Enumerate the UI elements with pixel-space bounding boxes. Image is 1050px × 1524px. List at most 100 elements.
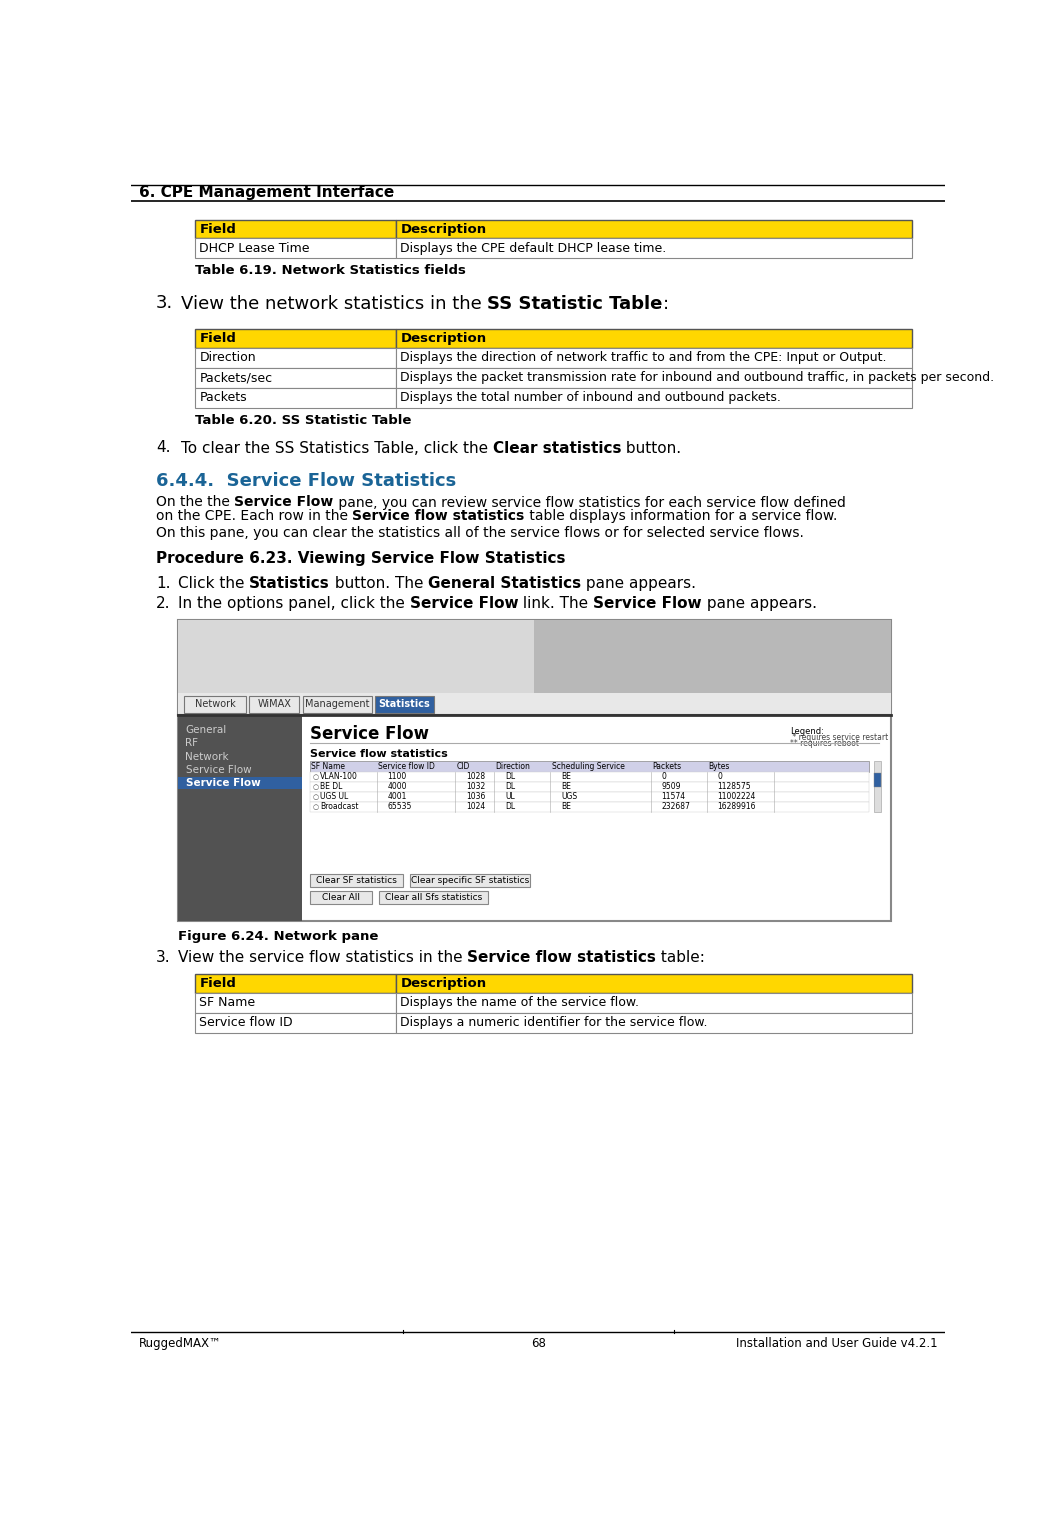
FancyBboxPatch shape: [310, 782, 869, 792]
Text: Broadcast: Broadcast: [320, 803, 359, 811]
Text: DL: DL: [505, 773, 516, 782]
FancyBboxPatch shape: [195, 387, 396, 408]
Text: General: General: [186, 725, 227, 736]
Text: on the CPE. Each row in the: on the CPE. Each row in the: [156, 509, 353, 523]
FancyBboxPatch shape: [195, 994, 396, 1013]
Text: Network: Network: [194, 700, 235, 709]
Text: General Statistics: General Statistics: [428, 576, 582, 591]
FancyBboxPatch shape: [376, 695, 434, 713]
Text: 6.4.4.  Service Flow Statistics: 6.4.4. Service Flow Statistics: [156, 472, 457, 491]
Text: button. The: button. The: [330, 576, 428, 591]
Text: SF Name: SF Name: [311, 762, 345, 771]
Text: Clear statistics: Clear statistics: [492, 440, 622, 456]
Text: 3.: 3.: [156, 294, 173, 312]
Text: SS Statistic Table: SS Statistic Table: [487, 294, 663, 312]
FancyBboxPatch shape: [310, 773, 869, 782]
Text: Installation and User Guide v4.2.1: Installation and User Guide v4.2.1: [736, 1337, 938, 1350]
Text: ○: ○: [313, 774, 319, 780]
FancyBboxPatch shape: [396, 1013, 912, 1033]
Text: Service Flow: Service Flow: [234, 495, 334, 509]
FancyBboxPatch shape: [177, 620, 890, 693]
Text: pane, you can review service flow statistics for each service flow defined: pane, you can review service flow statis…: [334, 495, 845, 509]
FancyBboxPatch shape: [310, 760, 869, 773]
Text: Statistics: Statistics: [379, 700, 430, 709]
Text: 68: 68: [530, 1337, 546, 1350]
Text: 4.: 4.: [156, 440, 170, 456]
FancyBboxPatch shape: [396, 994, 912, 1013]
Text: Packets/sec: Packets/sec: [200, 372, 273, 384]
Text: :: :: [663, 294, 669, 312]
FancyBboxPatch shape: [396, 238, 912, 259]
Text: 4000: 4000: [387, 782, 407, 791]
FancyBboxPatch shape: [310, 792, 869, 802]
FancyBboxPatch shape: [184, 695, 246, 713]
Text: link. The: link. The: [518, 596, 593, 611]
Text: 232687: 232687: [662, 803, 691, 811]
FancyBboxPatch shape: [396, 347, 912, 367]
Text: DHCP Lease Time: DHCP Lease Time: [200, 242, 310, 255]
Text: BE: BE: [561, 782, 571, 791]
Text: 16289916: 16289916: [717, 803, 756, 811]
Text: 1.: 1.: [156, 576, 170, 591]
Text: Displays the name of the service flow.: Displays the name of the service flow.: [400, 997, 639, 1009]
FancyBboxPatch shape: [195, 974, 396, 994]
Text: UL: UL: [505, 792, 514, 802]
Text: 9509: 9509: [662, 782, 681, 791]
Text: Direction: Direction: [496, 762, 530, 771]
Text: 1024: 1024: [466, 803, 485, 811]
FancyBboxPatch shape: [396, 329, 912, 347]
FancyBboxPatch shape: [310, 802, 869, 812]
FancyBboxPatch shape: [195, 1013, 396, 1033]
Text: Service flow statistics: Service flow statistics: [310, 748, 447, 759]
Text: View the service flow statistics in the: View the service flow statistics in the: [177, 949, 467, 965]
Text: pane appears.: pane appears.: [701, 596, 817, 611]
Text: Displays the total number of inbound and outbound packets.: Displays the total number of inbound and…: [400, 392, 781, 404]
Text: Field: Field: [200, 332, 236, 344]
Text: Click the: Click the: [177, 576, 249, 591]
Text: RuggedMAX™: RuggedMAX™: [139, 1337, 222, 1350]
Text: Management: Management: [306, 700, 370, 709]
Text: 6. CPE Management Interface: 6. CPE Management Interface: [139, 186, 394, 200]
Text: On the the: On the the: [156, 495, 234, 509]
FancyBboxPatch shape: [534, 620, 890, 693]
FancyBboxPatch shape: [195, 329, 396, 347]
Text: In the options panel, click the: In the options panel, click the: [177, 596, 410, 611]
Text: View the network statistics in the: View the network statistics in the: [181, 294, 487, 312]
Text: Service flow ID: Service flow ID: [378, 762, 435, 771]
Text: Statistics: Statistics: [249, 576, 330, 591]
Text: Clear SF statistics: Clear SF statistics: [316, 876, 397, 885]
Text: Service flow statistics: Service flow statistics: [467, 949, 656, 965]
FancyBboxPatch shape: [396, 219, 912, 238]
FancyBboxPatch shape: [195, 347, 396, 367]
Text: Displays the direction of network traffic to and from the CPE: Input or Output.: Displays the direction of network traffi…: [400, 351, 887, 364]
Text: Service Flow: Service Flow: [310, 725, 428, 744]
Text: Description: Description: [400, 332, 486, 344]
Text: UGS: UGS: [561, 792, 578, 802]
Text: Packets: Packets: [652, 762, 681, 771]
Text: ** requires reboot: ** requires reboot: [790, 739, 859, 748]
Text: Displays a numeric identifier for the service flow.: Displays a numeric identifier for the se…: [400, 1017, 708, 1029]
Text: Service flow ID: Service flow ID: [200, 1017, 293, 1029]
Text: 1100: 1100: [387, 773, 406, 782]
FancyBboxPatch shape: [195, 367, 396, 387]
Text: RF: RF: [186, 739, 198, 748]
Text: ○: ○: [313, 805, 319, 809]
Text: pane appears.: pane appears.: [582, 576, 696, 591]
Text: WiMAX: WiMAX: [257, 700, 291, 709]
FancyBboxPatch shape: [177, 620, 890, 920]
Text: Network: Network: [186, 751, 229, 762]
Text: 2.: 2.: [156, 596, 170, 611]
Text: Scheduling Service: Scheduling Service: [551, 762, 625, 771]
FancyBboxPatch shape: [396, 387, 912, 408]
Text: UGS UL: UGS UL: [320, 792, 349, 802]
Text: Table 6.19. Network Statistics fields: Table 6.19. Network Statistics fields: [195, 265, 466, 277]
Text: Clear All: Clear All: [321, 893, 359, 902]
Text: table displays information for a service flow.: table displays information for a service…: [525, 509, 837, 523]
Text: 3.: 3.: [156, 949, 171, 965]
FancyBboxPatch shape: [874, 774, 881, 788]
FancyBboxPatch shape: [195, 219, 396, 238]
Text: ○: ○: [313, 794, 319, 800]
Text: 1128575: 1128575: [717, 782, 751, 791]
FancyBboxPatch shape: [302, 695, 373, 713]
Text: Displays the CPE default DHCP lease time.: Displays the CPE default DHCP lease time…: [400, 242, 667, 255]
